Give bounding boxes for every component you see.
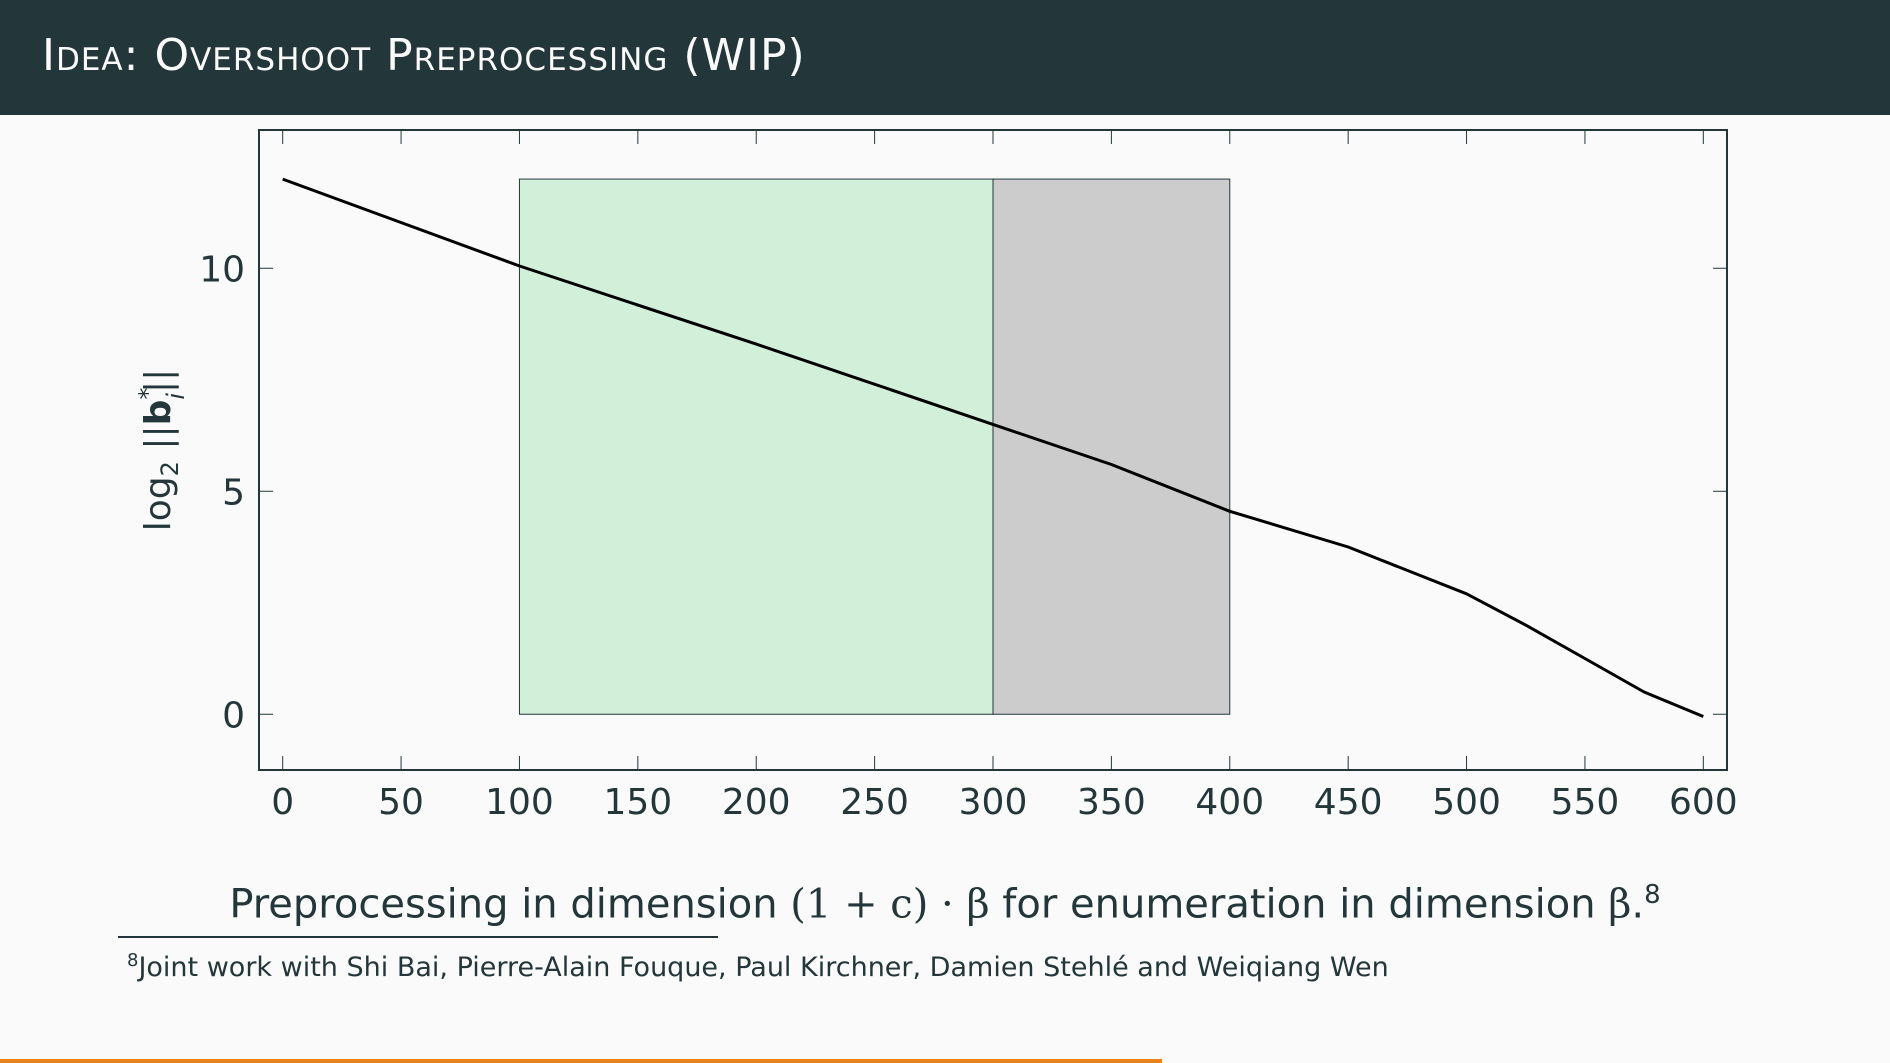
x-tick-label-600: 600 bbox=[1669, 782, 1738, 823]
x-tick-label-400: 400 bbox=[1195, 782, 1264, 823]
series-line-0 bbox=[282, 177, 1704, 718]
x-tick-label-250: 250 bbox=[840, 782, 909, 823]
chart: 0 50 100 150 200 250 300 350 400 450 500 550 600 0 5 10… bbox=[134, 129, 1738, 823]
y-tick-label-5: 5 bbox=[222, 472, 245, 513]
progress-bar bbox=[0, 1059, 1163, 1063]
x-tick-label-150: 150 bbox=[603, 782, 672, 823]
footnote: 8Joint work with Shi Bai, Pierre-Alain F… bbox=[127, 950, 1389, 983]
x-tick-label-50: 50 bbox=[378, 782, 424, 823]
x-tick-label-300: 300 bbox=[959, 782, 1028, 823]
x-tick-label-0: 0 bbox=[271, 782, 294, 823]
x-tick-label-100: 100 bbox=[485, 782, 554, 823]
caption-period: . bbox=[1631, 881, 1645, 928]
y-axis-label: log2 ||b*i|| bbox=[134, 369, 190, 532]
slide-header: Idea: Overshoot Preprocessing (WIP) bbox=[0, 0, 1890, 115]
caption-text-start: Preprocessing in dimension bbox=[229, 881, 791, 928]
chart-regions bbox=[518, 178, 1231, 715]
caption-formula: (1 + c) · β bbox=[790, 881, 990, 928]
x-tick-label-200: 200 bbox=[722, 782, 791, 823]
region-1 bbox=[992, 178, 1231, 715]
footnote-rule bbox=[118, 936, 718, 938]
chart-series bbox=[282, 177, 1704, 718]
caption-footnote-mark: 8 bbox=[1644, 880, 1661, 910]
x-tick-label-350: 350 bbox=[1077, 782, 1146, 823]
region-0 bbox=[518, 178, 994, 715]
x-tick-label-450: 450 bbox=[1314, 782, 1383, 823]
footnote-mark: 8 bbox=[127, 950, 139, 971]
svg-text:log2 ||b*i||: log2 ||b*i|| bbox=[134, 369, 190, 532]
footnote-text: Joint work with Shi Bai, Pierre-Alain Fo… bbox=[138, 952, 1389, 983]
x-tick-label-500: 500 bbox=[1432, 782, 1501, 823]
slide-title: Idea: Overshoot Preprocessing (WIP) bbox=[42, 30, 806, 81]
y-tick-label-10: 10 bbox=[199, 249, 245, 290]
x-tick-label-550: 550 bbox=[1551, 782, 1620, 823]
chart-ticks bbox=[259, 130, 1727, 770]
y-tick-label-0: 0 bbox=[222, 695, 245, 736]
chart-tick-labels: 0 50 100 150 200 250 300 350 400 450 500 550 600 0 5 10 bbox=[199, 249, 1737, 823]
caption-text-middle: for enumeration in dimension bbox=[989, 881, 1609, 928]
caption-beta: β bbox=[1608, 881, 1632, 928]
chart-frame bbox=[258, 129, 1728, 771]
chart-caption: Preprocessing in dimension (1 + c) · β f… bbox=[0, 880, 1890, 927]
